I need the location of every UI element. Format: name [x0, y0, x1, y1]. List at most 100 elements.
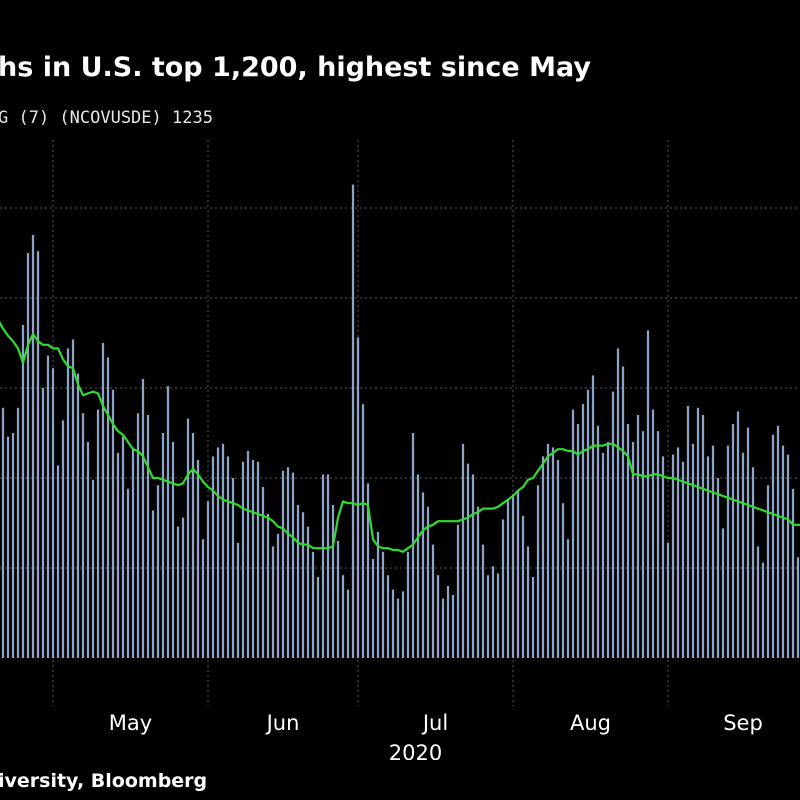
bar [276, 533, 280, 658]
bar [511, 494, 515, 658]
bar [211, 456, 215, 658]
bar [366, 483, 370, 658]
bar [541, 456, 545, 658]
bar [341, 575, 345, 658]
bar [736, 411, 740, 658]
x-year-label: 2020 [389, 741, 442, 760]
bar [601, 452, 605, 658]
bar [531, 577, 535, 658]
bar [406, 551, 410, 658]
bar [251, 460, 255, 658]
chart-title: hs in U.S. top 1,200, highest since May [0, 52, 591, 83]
bar [566, 539, 570, 658]
bar [606, 442, 610, 658]
axis-layer: May Jun Jul Aug Sep 2020 [109, 711, 763, 760]
bar [296, 505, 300, 658]
bar [81, 413, 85, 658]
bar [181, 517, 185, 658]
bar [746, 427, 750, 658]
x-tick-label: Jun [265, 711, 300, 735]
bar [116, 452, 120, 658]
bar [786, 454, 790, 658]
bar [401, 591, 405, 658]
bar [521, 515, 525, 658]
bar [726, 445, 730, 658]
bar [526, 546, 530, 658]
bar [486, 575, 490, 658]
bar [766, 485, 770, 658]
bar [246, 451, 250, 658]
bar [271, 546, 275, 658]
line-layer [0, 320, 800, 553]
bar [51, 368, 55, 658]
bar [346, 589, 350, 658]
bar [471, 474, 475, 658]
bar [796, 557, 800, 658]
bar [1, 407, 5, 658]
bar [176, 526, 180, 658]
bar [681, 461, 685, 658]
bar [446, 586, 450, 658]
bar [576, 424, 580, 658]
bar [11, 433, 15, 658]
bar [496, 573, 500, 658]
bar [316, 577, 320, 658]
bar [611, 391, 615, 658]
bar [701, 415, 705, 658]
bar [166, 386, 170, 658]
bar [61, 420, 65, 658]
bar [186, 418, 190, 658]
bar [596, 425, 600, 658]
bar [651, 409, 655, 658]
bar [536, 485, 540, 658]
bar [311, 551, 315, 658]
bar [106, 357, 110, 658]
bar [241, 461, 245, 658]
bar [491, 566, 495, 658]
bar [546, 443, 550, 658]
bar [676, 447, 680, 658]
bar [161, 433, 165, 658]
bar [306, 526, 310, 658]
x-tick-label: Jul [421, 711, 448, 735]
bar [671, 454, 675, 658]
bar [351, 184, 355, 658]
bar [191, 433, 195, 658]
bar [391, 589, 395, 658]
bar [646, 330, 650, 658]
bar [96, 409, 100, 658]
bar [761, 562, 765, 658]
bar [416, 474, 420, 658]
bar [361, 404, 365, 658]
bar [716, 478, 720, 658]
bar [516, 490, 520, 658]
bar [196, 460, 200, 658]
bar [26, 253, 30, 658]
x-tick-label: May [109, 711, 152, 735]
bar [381, 551, 385, 658]
average-line [0, 320, 800, 553]
bar [421, 492, 425, 658]
bar [46, 355, 50, 658]
bar [171, 442, 175, 658]
bar [226, 456, 230, 658]
bar [661, 456, 665, 658]
bar [56, 465, 60, 658]
bar [301, 512, 305, 658]
bar [501, 519, 505, 658]
bar [326, 474, 330, 658]
bar [591, 375, 595, 658]
bar [86, 442, 90, 658]
bar-layer [1, 184, 800, 658]
bar [356, 337, 360, 658]
bar [256, 461, 260, 658]
bar [781, 445, 785, 658]
bar [581, 404, 585, 658]
bar [751, 467, 755, 658]
bar [131, 447, 135, 658]
bar [636, 415, 640, 658]
bar [76, 373, 80, 658]
bar [336, 541, 340, 658]
bar [466, 463, 470, 658]
bar [431, 544, 435, 658]
